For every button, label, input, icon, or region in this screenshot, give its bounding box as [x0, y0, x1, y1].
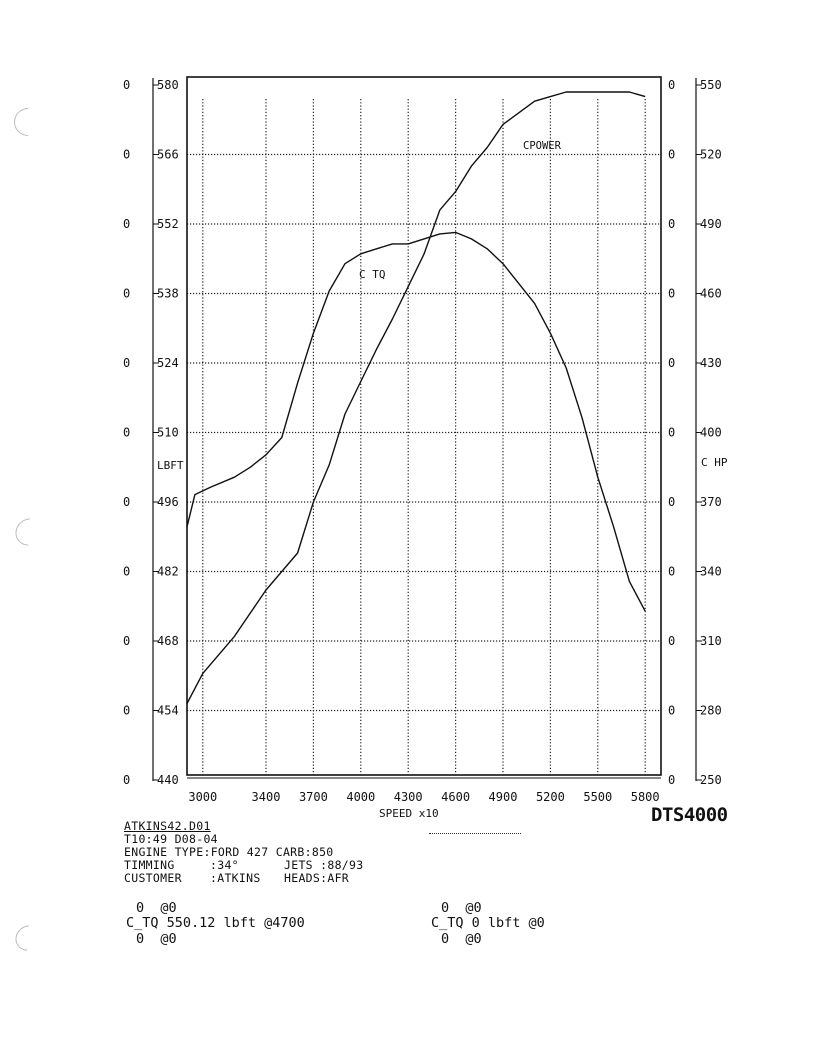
customer-row: CUSTOMER :ATKINS HEADS:AFR: [124, 872, 363, 885]
x-tick-label: 4000: [346, 790, 375, 804]
left-tick-label: 482: [157, 565, 179, 579]
right-tick-label: 400: [700, 426, 722, 440]
right-zero-label: 0: [668, 495, 675, 509]
right-zero-label: 0: [668, 287, 675, 301]
left-tick-label: 440: [157, 773, 179, 787]
right-tick-label: 430: [700, 356, 722, 370]
result-left-torque: C_TQ 550.12 lbft @4700: [126, 915, 305, 931]
right-tick-label: 340: [700, 565, 722, 579]
axis-ticks: [153, 84, 702, 781]
left-tick-label: 524: [157, 356, 179, 370]
left-zero-label: 0: [123, 565, 130, 579]
heads-label: HEADS: [284, 871, 321, 885]
file-name: ATKINS42.D01: [124, 819, 211, 833]
left-zero-label: 0: [123, 217, 130, 231]
x-tick-label: 5800: [631, 790, 660, 804]
right-tick-label: 370: [700, 495, 722, 509]
brand-label: DTS4000: [651, 804, 728, 826]
right-zero-label: 0: [668, 148, 675, 162]
right-zero-label: 0: [668, 356, 675, 370]
series-label-cpower: CPOWER: [523, 140, 562, 152]
left-zero-label: 0: [123, 148, 130, 162]
customer-label: CUSTOMER: [124, 871, 182, 885]
left-zero-label: 0: [123, 634, 130, 648]
series-line-c-tq: [186, 231, 646, 612]
x-tick-label: 3700: [299, 790, 328, 804]
x-tick-label: 4600: [441, 790, 470, 804]
jets-value: :88/93: [320, 858, 364, 872]
plot-border: [186, 76, 662, 776]
left-zero-label: 0: [123, 773, 130, 787]
right-zero-label: 0: [668, 773, 675, 787]
left-tick-label: 468: [157, 634, 179, 648]
engine-label: ENGINE TYPE: [124, 845, 204, 859]
left-tick-label: 538: [157, 287, 179, 301]
right-tick-label: 310: [700, 634, 722, 648]
timing-row: TIMMING :34° JETS :88/93: [124, 859, 363, 872]
left-tick-label: 454: [157, 704, 179, 718]
left-zero-label: 0: [123, 78, 130, 92]
result-right-3: 0 @0: [441, 931, 482, 947]
left-zero-label: 0: [123, 356, 130, 370]
series-line-cpower: [186, 91, 646, 704]
engine-row: ENGINE TYPE:FORD 427 CARB:850: [124, 846, 363, 859]
result-right-torque: C_TQ 0 lbft @0: [431, 915, 545, 931]
left-zero-label: 0: [123, 426, 130, 440]
plot-frame: [152, 76, 697, 781]
right-tick-label: 520: [700, 148, 722, 162]
timing-label: TIMMING: [124, 858, 175, 872]
series-label-ctq: C TQ: [359, 268, 386, 281]
dotted-separator: [429, 833, 521, 834]
right-zero-label: 0: [668, 565, 675, 579]
x-tick-label: 3000: [188, 790, 217, 804]
x-tick-label: 4300: [394, 790, 423, 804]
right-axis-label: C HP: [701, 456, 728, 469]
x-tick-label: 5500: [583, 790, 612, 804]
right-tick-label: 490: [700, 217, 722, 231]
run-info: ATKINS42.D01 T10:49 D08-04 ENGINE TYPE:F…: [124, 820, 363, 885]
right-tick-label: 280: [700, 704, 722, 718]
carb-value: :850: [304, 845, 334, 859]
right-zero-label: 0: [668, 704, 675, 718]
jets-label: JETS: [284, 858, 313, 872]
right-zero-label: 0: [668, 426, 675, 440]
engine-value: :FORD 427: [203, 845, 269, 859]
time-date: T10:49 D08-04: [124, 832, 218, 846]
timing-value: :34°: [210, 858, 239, 872]
left-tick-label: 566: [157, 148, 179, 162]
left-zero-label: 0: [123, 495, 130, 509]
labels-layer: 4404544684824965105245385525665800000000…: [123, 78, 728, 820]
result-left-3: 0 @0: [136, 931, 177, 947]
x-tick-label: 3400: [252, 790, 281, 804]
left-tick-label: 580: [157, 78, 179, 92]
result-right-1: 0 @0: [441, 900, 482, 916]
x-tick-label: 4900: [489, 790, 518, 804]
left-tick-label: 510: [157, 426, 179, 440]
heads-value: :AFR: [320, 871, 350, 885]
left-tick-label: 552: [157, 217, 179, 231]
right-tick-label: 250: [700, 773, 722, 787]
right-zero-label: 0: [668, 634, 675, 648]
right-zero-label: 0: [668, 78, 675, 92]
x-tick-label: 5200: [536, 790, 565, 804]
right-tick-label: 550: [700, 78, 722, 92]
left-zero-label: 0: [123, 287, 130, 301]
right-zero-label: 0: [668, 217, 675, 231]
carb-label: CARB: [275, 845, 305, 859]
customer-value: :ATKINS: [210, 871, 261, 885]
left-axis-label: LBFT: [157, 459, 184, 472]
left-tick-label: 496: [157, 495, 179, 509]
grid-layer: [187, 99, 661, 775]
series-layer: [186, 91, 646, 704]
left-zero-label: 0: [123, 704, 130, 718]
x-axis-label: SPEED x10: [379, 807, 439, 820]
result-left-1: 0 @0: [136, 900, 177, 916]
right-tick-label: 460: [700, 287, 722, 301]
